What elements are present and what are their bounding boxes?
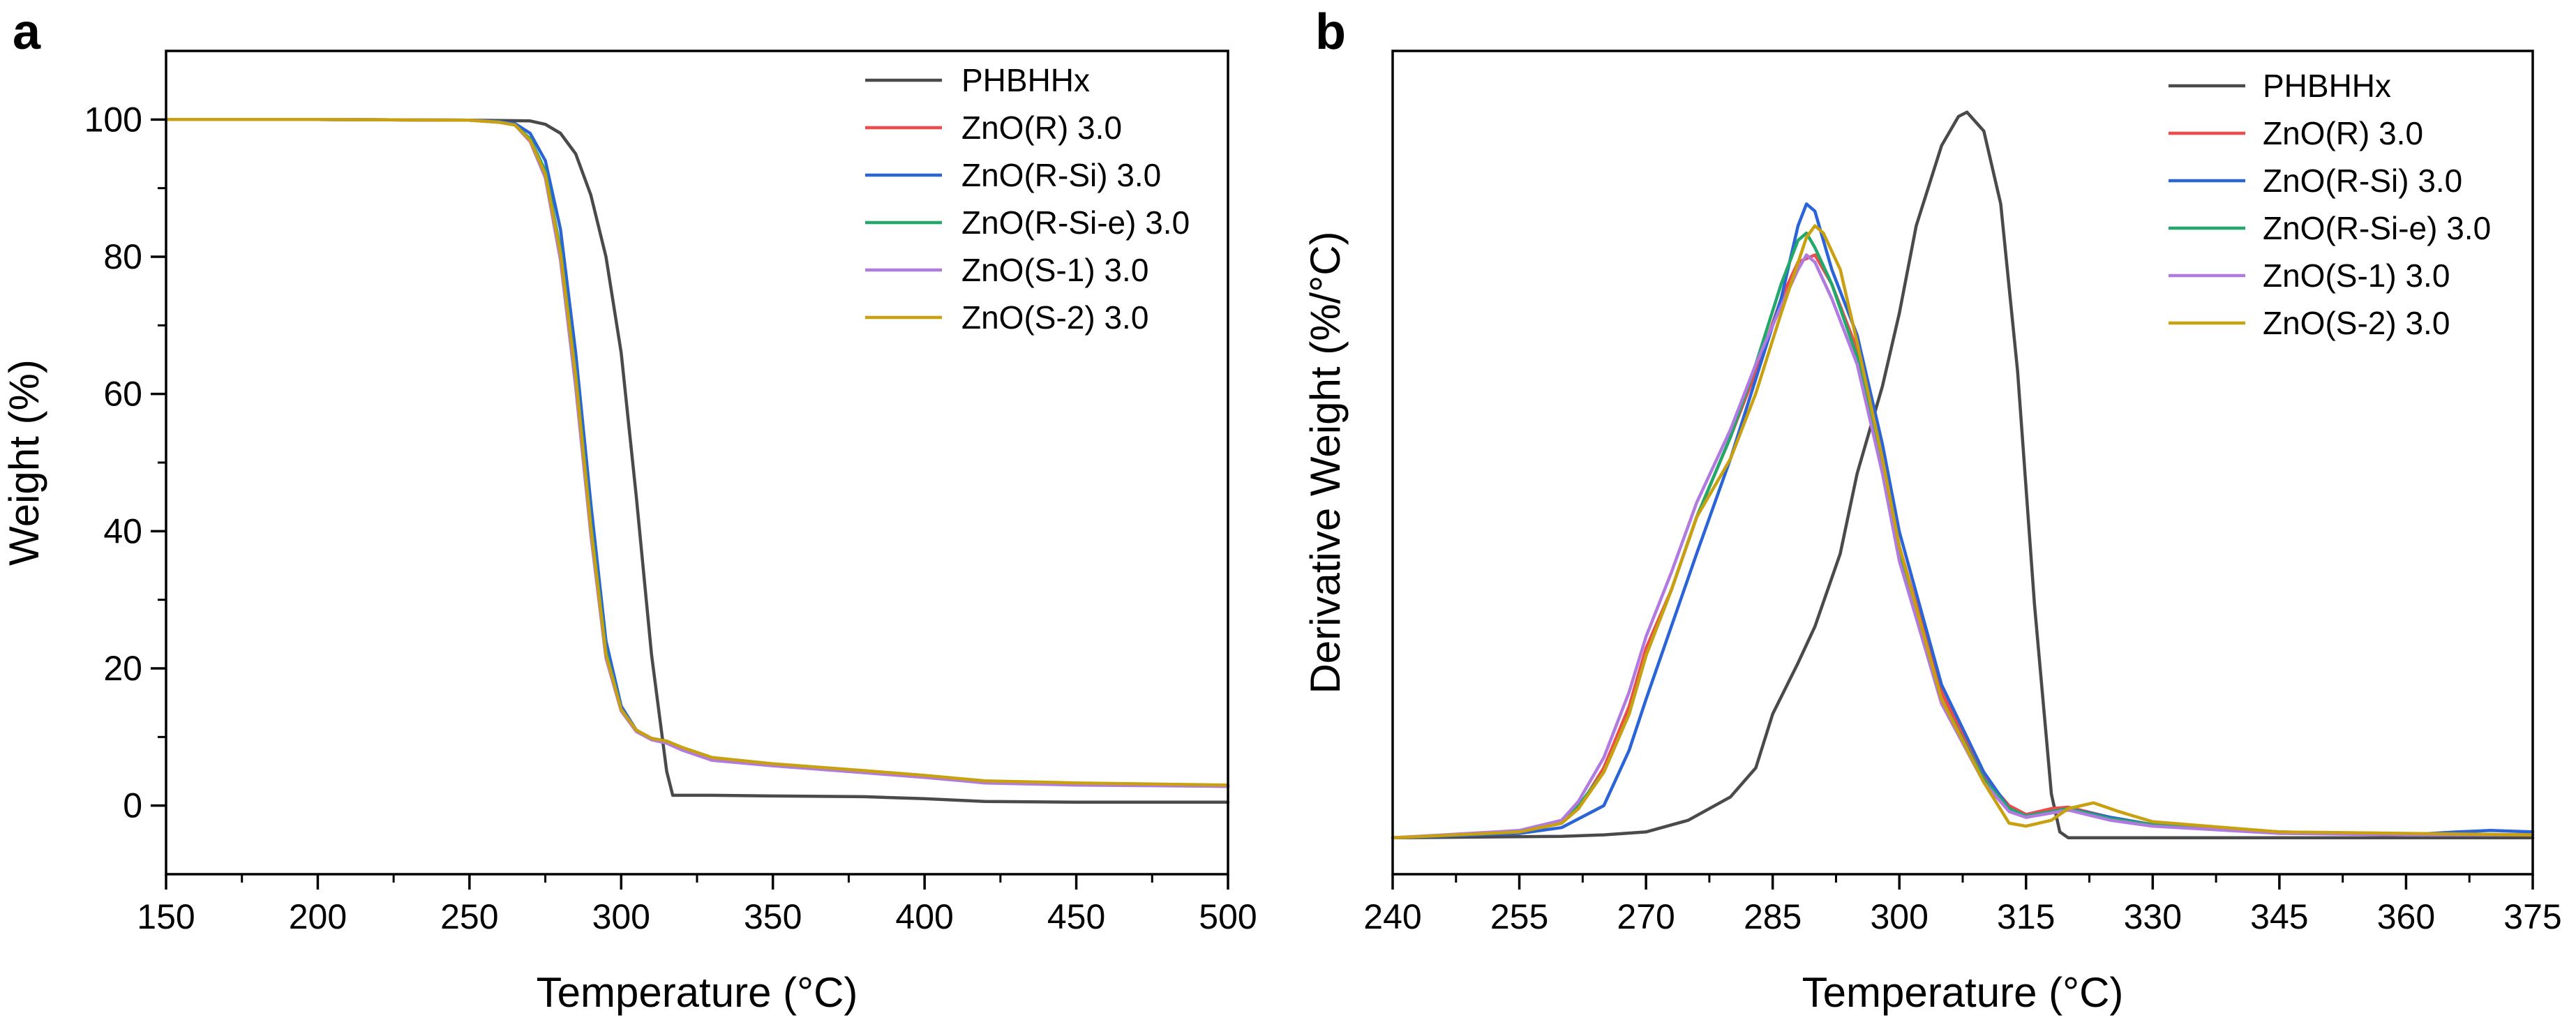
series-line-phbhhx: [1391, 110, 2535, 840]
legend-label-zno-r-3-0: ZnO(R) 3.0: [961, 110, 1122, 146]
series-line-zno-r-3-0: [1391, 253, 2535, 840]
y-tick-label: 100: [84, 100, 142, 139]
x-tick-label: 360: [2377, 897, 2435, 936]
y-axis-title: Derivative Weight (%/°C): [1302, 231, 1349, 694]
x-tick-label: 200: [289, 897, 347, 936]
x-tick-label: 270: [1617, 897, 1675, 936]
chart-panel-b: 240 255 270 285 300 315 330 345 360 375 Temperatur…: [1302, 50, 2562, 1016]
legend-label-zno-r-si-e-3-0: ZnO(R-Si-e) 3.0: [961, 204, 1190, 241]
panel-b-label: b: [1315, 4, 1346, 60]
x-tick-label: 150: [137, 897, 195, 936]
legend-label-zno-r-3-0: ZnO(R) 3.0: [2263, 115, 2423, 151]
x-tick-label: 315: [1997, 897, 2055, 936]
legend-label-zno-r-si-3-0: ZnO(R-Si) 3.0: [2263, 163, 2462, 199]
y-axis-title: Weight (%): [1, 359, 47, 566]
x-axis-title: Temperature (°C): [537, 969, 858, 1016]
x-tick-label: 375: [2503, 897, 2561, 936]
x-tick-label: 300: [592, 897, 650, 936]
series-line-phbhhx: [164, 118, 1230, 804]
x-tick-label: 345: [2250, 897, 2308, 936]
x-tick-label: 330: [2124, 897, 2182, 936]
legend-label-zno-s-1-3-0: ZnO(S-1) 3.0: [2263, 257, 2450, 294]
legend-label-zno-s-1-3-0: ZnO(S-1) 3.0: [961, 252, 1148, 288]
x-tick-label: 350: [744, 897, 802, 936]
legend-label-zno-r-si-e-3-0: ZnO(R-Si-e) 3.0: [2263, 210, 2491, 246]
y-tick-label: 20: [103, 649, 142, 688]
series-line-zno-s-2-3-0: [1391, 224, 2535, 840]
x-tick-label: 240: [1363, 897, 1421, 936]
legend-label-zno-s-2-3-0: ZnO(S-2) 3.0: [2263, 305, 2450, 341]
x-tick-label: 285: [1744, 897, 1802, 936]
x-tick-label: 255: [1490, 897, 1548, 936]
legend-label-phbhhx: PHBHHx: [2263, 68, 2391, 104]
legend-label-zno-r-si-3-0: ZnO(R-Si) 3.0: [961, 157, 1161, 193]
legend-label-phbhhx: PHBHHx: [961, 62, 1090, 98]
series-line-zno-s-2-3-0: [164, 118, 1230, 787]
y-tick-label: 60: [103, 375, 142, 414]
y-tick-label: 40: [103, 511, 142, 550]
x-tick-label: 500: [1199, 897, 1257, 936]
y-tick-label: 0: [123, 786, 142, 825]
x-tick-label: 300: [1871, 897, 1929, 936]
series-line-zno-s-1-3-0: [1391, 253, 2535, 840]
x-axis-title: Temperature (°C): [1802, 969, 2124, 1016]
panel-a-label: a: [13, 4, 41, 60]
y-tick-label: 80: [103, 237, 142, 276]
x-tick-label: 400: [895, 897, 953, 936]
x-tick-label: 450: [1047, 897, 1105, 936]
legend-label-zno-s-2-3-0: ZnO(S-2) 3.0: [961, 299, 1148, 336]
chart-panel-a: 150 200 250 300 350 400 450 500 0 20 40 60 80 100 Temp…: [1, 50, 1257, 1016]
x-tick-label: 250: [440, 897, 498, 936]
